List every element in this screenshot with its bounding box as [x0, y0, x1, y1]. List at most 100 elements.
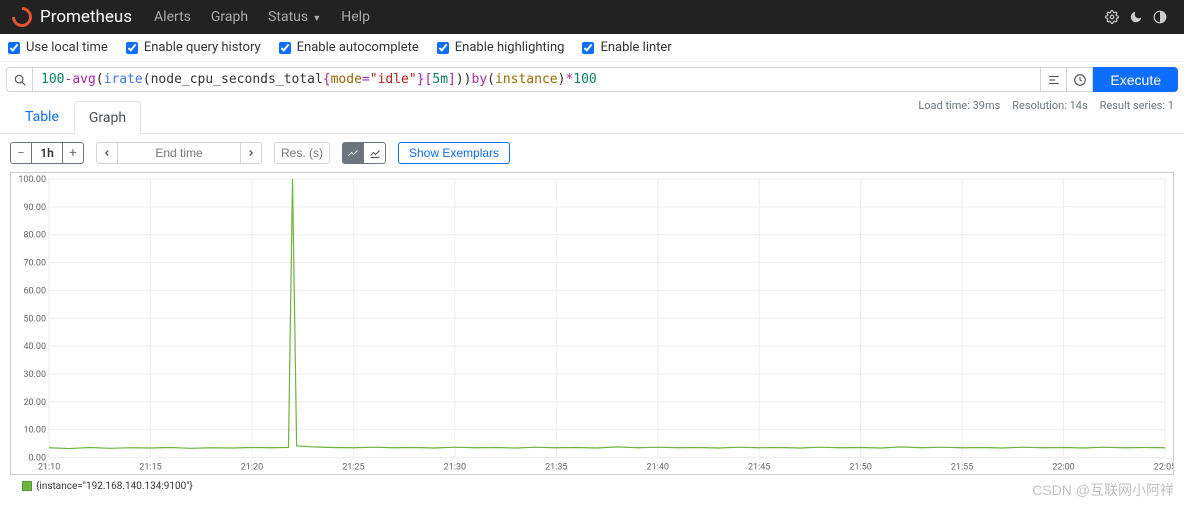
line-chart-button[interactable] [342, 142, 364, 164]
tok: mode [331, 72, 362, 87]
tok: irate [104, 72, 143, 87]
svg-text:21:40: 21:40 [647, 463, 669, 473]
svg-text:21:15: 21:15 [139, 463, 161, 473]
checkbox-local-time[interactable] [8, 42, 20, 54]
checkbox-linter[interactable] [582, 42, 594, 54]
tok: by [472, 72, 488, 87]
nav-status-label: Status [268, 9, 308, 25]
opt-autocomplete-label: Enable autocomplete [297, 40, 419, 55]
chart-container: 0.0010.0020.0030.0040.0050.0060.0070.008… [0, 172, 1184, 504]
range-value: 1h [32, 142, 62, 164]
svg-text:80.00: 80.00 [23, 231, 46, 241]
tok: [ [425, 72, 433, 87]
nav-status[interactable]: Status ▼ [258, 1, 331, 33]
prometheus-icon [8, 3, 36, 31]
opt-local-time[interactable]: Use local time [8, 40, 108, 55]
opt-highlighting-label: Enable highlighting [455, 40, 565, 55]
history-button[interactable] [1067, 67, 1093, 92]
chart-type-group [342, 142, 386, 164]
opt-query-history-label: Enable query history [144, 40, 261, 55]
opt-linter-label: Enable linter [600, 40, 671, 55]
nav-graph[interactable]: Graph [201, 1, 258, 33]
tok: node_cpu_seconds_total [151, 72, 323, 87]
svg-text:30.00: 30.00 [23, 370, 46, 380]
svg-text:21:25: 21:25 [342, 463, 364, 473]
end-time-input[interactable] [118, 142, 240, 164]
range-decrease-button[interactable]: − [10, 142, 32, 164]
tok: * [565, 72, 573, 87]
range-increase-button[interactable]: + [62, 142, 84, 164]
tok: - [64, 72, 72, 87]
tok: 5m [432, 72, 448, 87]
logo[interactable]: Prometheus [12, 7, 132, 27]
legend[interactable]: {instance="192.168.140.134:9100"} [10, 475, 1174, 498]
opt-linter[interactable]: Enable linter [582, 40, 671, 55]
opt-highlighting[interactable]: Enable highlighting [437, 40, 565, 55]
controls-row: − 1h + Show Exemplars [0, 134, 1184, 172]
tok: ( [96, 72, 104, 87]
stacked-chart-button[interactable] [364, 142, 386, 164]
legend-swatch [22, 481, 32, 491]
nav-links: Alerts Graph Status ▼ Help [144, 1, 380, 33]
checkbox-autocomplete[interactable] [279, 42, 291, 54]
show-exemplars-button[interactable]: Show Exemplars [398, 142, 510, 164]
svg-text:21:35: 21:35 [545, 463, 567, 473]
svg-text:70.00: 70.00 [23, 259, 46, 269]
format-button[interactable] [1041, 67, 1067, 92]
watermark: CSDN @互联网小阿祥 [1032, 480, 1174, 500]
svg-text:22:00: 22:00 [1052, 463, 1074, 473]
checkbox-query-history[interactable] [126, 42, 138, 54]
svg-text:21:55: 21:55 [951, 463, 973, 473]
tok: } [417, 72, 425, 87]
result-series: Result series: 1 [1100, 99, 1174, 112]
options-bar: Use local time Enable query history Enab… [0, 34, 1184, 62]
tok: instance [495, 72, 558, 87]
tok: ( [143, 72, 151, 87]
navbar: Prometheus Alerts Graph Status ▼ Help [0, 0, 1184, 34]
svg-text:22:05: 22:05 [1154, 463, 1173, 473]
nav-help[interactable]: Help [331, 1, 380, 33]
checkbox-highlighting[interactable] [437, 42, 449, 54]
opt-local-time-label: Use local time [26, 40, 108, 55]
tok: = [362, 72, 370, 87]
time-next-button[interactable] [240, 142, 262, 164]
svg-text:100.00: 100.00 [18, 175, 46, 185]
resolution-input[interactable] [274, 142, 330, 164]
legend-label: {instance="192.168.140.134:9100"} [36, 481, 193, 492]
brand-text: Prometheus [40, 7, 132, 27]
chevron-down-icon: ▼ [310, 14, 321, 24]
time-prev-button[interactable] [96, 142, 118, 164]
tok: )) [456, 72, 472, 87]
search-icon[interactable] [6, 67, 32, 92]
svg-text:21:20: 21:20 [241, 463, 263, 473]
tok: "idle" [370, 72, 417, 87]
svg-text:21:50: 21:50 [849, 463, 871, 473]
query-input[interactable]: 100-avg(irate(node_cpu_seconds_total{mod… [32, 67, 1041, 92]
tok: avg [72, 72, 95, 87]
svg-text:10.00: 10.00 [23, 426, 46, 436]
execute-button[interactable]: Execute [1093, 67, 1178, 92]
range-group: − 1h + [10, 142, 84, 164]
tok: ] [448, 72, 456, 87]
svg-text:40.00: 40.00 [23, 342, 46, 352]
nav-alerts[interactable]: Alerts [144, 1, 201, 33]
tok: ) [558, 72, 566, 87]
tok: ( [487, 72, 495, 87]
svg-text:21:45: 21:45 [748, 463, 770, 473]
load-time: Load time: 39ms [918, 99, 1000, 112]
opt-query-history[interactable]: Enable query history [126, 40, 261, 55]
svg-text:60.00: 60.00 [23, 286, 46, 296]
opt-autocomplete[interactable]: Enable autocomplete [279, 40, 419, 55]
contrast-icon[interactable] [1151, 8, 1169, 26]
time-group [96, 142, 262, 164]
tab-graph[interactable]: Graph [74, 101, 141, 134]
svg-text:50.00: 50.00 [23, 314, 46, 324]
resolution: Resolution: 14s [1012, 99, 1087, 112]
moon-icon[interactable] [1127, 8, 1145, 26]
chart-svg: 0.0010.0020.0030.0040.0050.0060.0070.008… [11, 173, 1173, 474]
tabs: Table Graph [0, 100, 1184, 134]
tok: 100 [41, 72, 64, 87]
tab-table[interactable]: Table [10, 100, 74, 133]
nav-right [1100, 8, 1172, 26]
settings-icon[interactable] [1103, 8, 1121, 26]
